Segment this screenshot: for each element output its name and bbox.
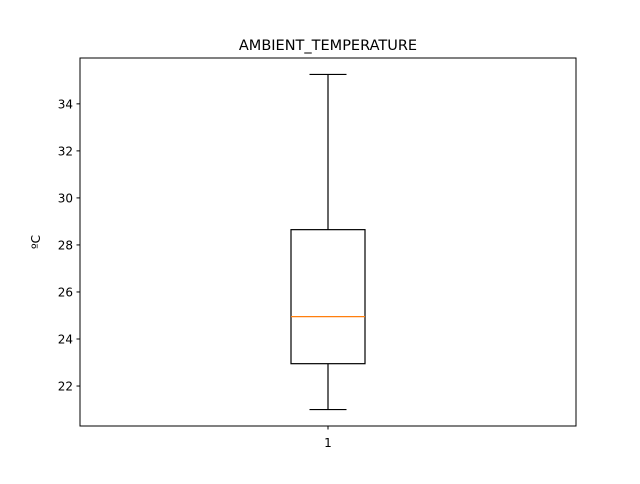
x-axis-ticks: 1 — [324, 426, 332, 450]
y-tick-label: 24 — [58, 332, 73, 346]
y-axis-label: ºC — [29, 235, 43, 249]
box-series — [290, 73, 366, 411]
y-tick-label: 34 — [58, 97, 73, 111]
x-tick-label: 1 — [324, 436, 332, 450]
interquartile-box — [290, 229, 366, 365]
y-tick-label: 22 — [58, 380, 73, 394]
y-axis-ticks: 22 24 26 28 30 32 34 — [58, 97, 80, 394]
y-tick-label: 28 — [58, 238, 73, 252]
plot-area-frame — [79, 57, 577, 427]
chart-title: AMBIENT_TEMPERATURE — [239, 38, 417, 54]
y-tick-label: 32 — [58, 144, 73, 158]
y-tick-label: 26 — [58, 285, 73, 299]
y-tick-label: 30 — [58, 191, 73, 205]
